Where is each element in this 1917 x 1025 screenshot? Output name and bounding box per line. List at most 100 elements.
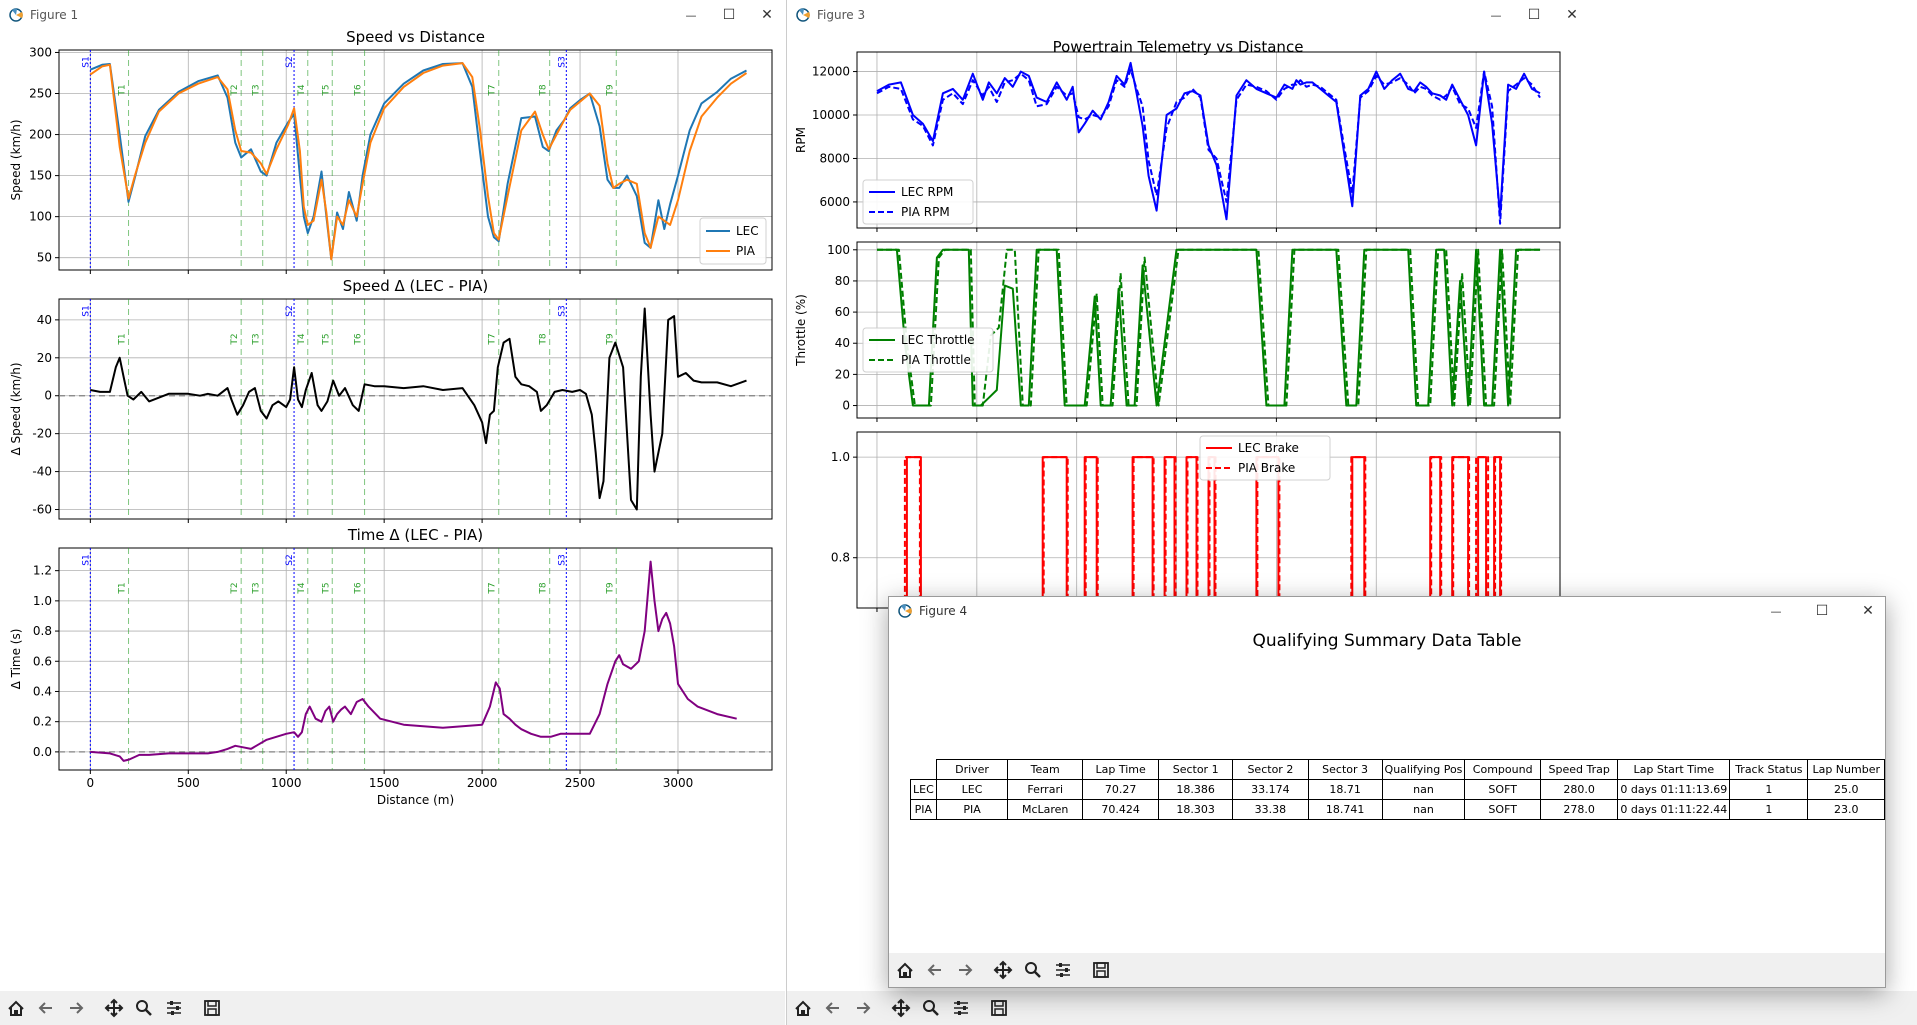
pan-button[interactable] bbox=[887, 994, 915, 1022]
figure-1-close-button[interactable]: ✕ bbox=[761, 7, 773, 23]
save-button[interactable] bbox=[985, 994, 1013, 1022]
back-button[interactable] bbox=[32, 994, 60, 1022]
turn-label: T3 bbox=[252, 84, 262, 96]
figure-3-title-text: Powertrain Telemetry vs Distance bbox=[1053, 38, 1304, 56]
turn-label: T7 bbox=[488, 333, 498, 345]
figure-3-axes-2: 0 20 40 60 80 100 Throttle (%) LEC Throttle PIA … bbox=[794, 241, 1561, 422]
table-header-cell: Team bbox=[1007, 759, 1084, 780]
legend-label: LEC bbox=[736, 224, 759, 238]
configure-button[interactable] bbox=[1049, 956, 1077, 984]
save-button[interactable] bbox=[1087, 956, 1115, 984]
table-cell: 70.424 bbox=[1082, 799, 1160, 820]
figure-1-axes-3: 0.0 0.2 0.4 0.6 0.8 1.0 1.2 0 500 1000 1500 2000 250… bbox=[9, 526, 773, 807]
axes-frame bbox=[856, 241, 1561, 419]
y-tick-label: 0 bbox=[44, 389, 52, 403]
figure-1-window: Figure 1 — ☐ ✕ 50 100 150 200 250 300 Speed vs D… bbox=[0, 0, 785, 1025]
table-row-label: PIA bbox=[910, 799, 937, 820]
figure-1-axes-2: -60 -40 -20 0 20 40 Speed Δ (LEC - PIA) Δ Speed… bbox=[9, 277, 773, 523]
forward-button[interactable] bbox=[951, 956, 979, 984]
y-tick-label: 150 bbox=[29, 169, 52, 183]
zoom-icon bbox=[923, 1000, 939, 1016]
table-cell: LEC bbox=[935, 779, 1009, 800]
back-button[interactable] bbox=[921, 956, 949, 984]
figure-1-title: Figure 1 bbox=[30, 8, 79, 22]
configure-button[interactable] bbox=[947, 994, 975, 1022]
turn-label: T3 bbox=[252, 333, 262, 345]
home-icon bbox=[8, 1000, 24, 1016]
y-tick-label: 100 bbox=[29, 210, 52, 224]
figure-1-maximize-button[interactable]: ☐ bbox=[722, 7, 736, 23]
y-tick-label: -40 bbox=[32, 465, 52, 479]
table-header-cell: Compound bbox=[1464, 759, 1541, 780]
turn-label: T9 bbox=[605, 582, 615, 594]
forward-button[interactable] bbox=[849, 994, 877, 1022]
y-tick-label: 0.8 bbox=[831, 551, 850, 565]
series-line-pia bbox=[89, 62, 748, 261]
y-axis-label: Speed (km/h) bbox=[9, 119, 23, 200]
series-line-lec bbox=[89, 62, 747, 261]
figure-1-minimize-button[interactable]: — bbox=[685, 8, 697, 22]
pan-icon bbox=[104, 998, 124, 1018]
figure-4-minimize-button[interactable]: — bbox=[1770, 604, 1782, 618]
zoom-button[interactable] bbox=[917, 994, 945, 1022]
y-axis-label: RPM bbox=[794, 127, 808, 153]
table-cell: 1 bbox=[1729, 799, 1809, 820]
turn-label: T2 bbox=[230, 582, 240, 594]
y-tick-label: 1.2 bbox=[33, 564, 52, 578]
table-cell: SOFT bbox=[1464, 799, 1541, 820]
y-tick-label: 250 bbox=[29, 87, 52, 101]
plot-lines bbox=[877, 248, 1542, 407]
turn-label: T8 bbox=[539, 333, 549, 345]
zoom-button[interactable] bbox=[130, 994, 158, 1022]
zoom-button[interactable] bbox=[1019, 956, 1047, 984]
y-tick-label: 20 bbox=[835, 367, 850, 381]
figure-4-window: Figure 4 — ☐ ✕ Qualifying Summary Data T… bbox=[888, 596, 1886, 988]
series-line-lec-rpm bbox=[876, 61, 1541, 221]
figure-3-titlebar[interactable]: Figure 3 — ☐ ✕ bbox=[787, 0, 1917, 30]
forward-button[interactable] bbox=[62, 994, 90, 1022]
y-tick-label: 300 bbox=[29, 45, 52, 59]
pan-button[interactable] bbox=[989, 956, 1017, 984]
turn-label: T4 bbox=[297, 582, 307, 594]
plot-lines bbox=[90, 560, 737, 762]
home-button[interactable] bbox=[789, 994, 817, 1022]
figure-3-maximize-button[interactable]: ☐ bbox=[1527, 7, 1541, 23]
x-tick-label: 2000 bbox=[467, 776, 498, 790]
matplotlib-logo-icon bbox=[9, 8, 23, 22]
pan-icon bbox=[891, 998, 911, 1018]
home-button[interactable] bbox=[2, 994, 30, 1022]
pan-button[interactable] bbox=[100, 994, 128, 1022]
x-tick-label: 1000 bbox=[271, 776, 302, 790]
turn-label: T1 bbox=[118, 333, 128, 345]
legend: LEC PIA bbox=[699, 217, 767, 265]
table-cell: 18.386 bbox=[1158, 779, 1234, 800]
figure-4-maximize-button[interactable]: ☐ bbox=[1815, 603, 1829, 619]
sector-label: S1 bbox=[81, 56, 91, 67]
table-header-cell: Lap Start Time bbox=[1617, 759, 1731, 780]
back-button[interactable] bbox=[819, 994, 847, 1022]
plot-lines bbox=[89, 62, 748, 261]
configure-button[interactable] bbox=[160, 994, 188, 1022]
figure-3-close-button[interactable]: ✕ bbox=[1566, 7, 1578, 23]
y-tick-label: 6000 bbox=[819, 195, 850, 209]
y-tick-label: 12000 bbox=[812, 65, 850, 79]
figure-1-titlebar[interactable]: Figure 1 — ☐ ✕ bbox=[0, 0, 785, 30]
legend-label: PIA Throttle bbox=[901, 353, 971, 367]
figure-4-titlebar[interactable]: Figure 4 — ☐ ✕ bbox=[889, 597, 1885, 625]
save-icon bbox=[204, 1000, 220, 1016]
turn-label: T5 bbox=[321, 333, 331, 345]
figure-4-close-button[interactable]: ✕ bbox=[1862, 603, 1874, 619]
home-button[interactable] bbox=[891, 956, 919, 984]
y-tick-label: 40 bbox=[37, 313, 52, 327]
qualifying-summary-table: Driver Team Lap Time Sector 1 Sector 2 Sector… bbox=[910, 759, 1885, 820]
table-row: PIA PIA McLaren 70.424 18.303 33.38 18.741 nan S… bbox=[910, 799, 1885, 820]
legend: LEC Brake PIA Brake bbox=[1199, 435, 1331, 481]
save-button[interactable] bbox=[198, 994, 226, 1022]
turn-label: T7 bbox=[488, 582, 498, 594]
axes-frame bbox=[58, 547, 773, 771]
figure-3-minimize-button[interactable]: — bbox=[1490, 8, 1502, 22]
table-cell: 25.0 bbox=[1807, 779, 1885, 800]
y-tick-label: 8000 bbox=[819, 151, 850, 165]
turn-label: T2 bbox=[230, 333, 240, 345]
